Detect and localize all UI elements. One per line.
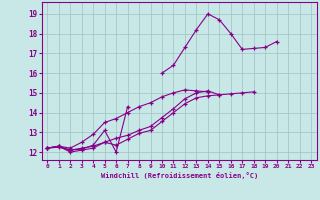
X-axis label: Windchill (Refroidissement éolien,°C): Windchill (Refroidissement éolien,°C): [100, 172, 258, 179]
